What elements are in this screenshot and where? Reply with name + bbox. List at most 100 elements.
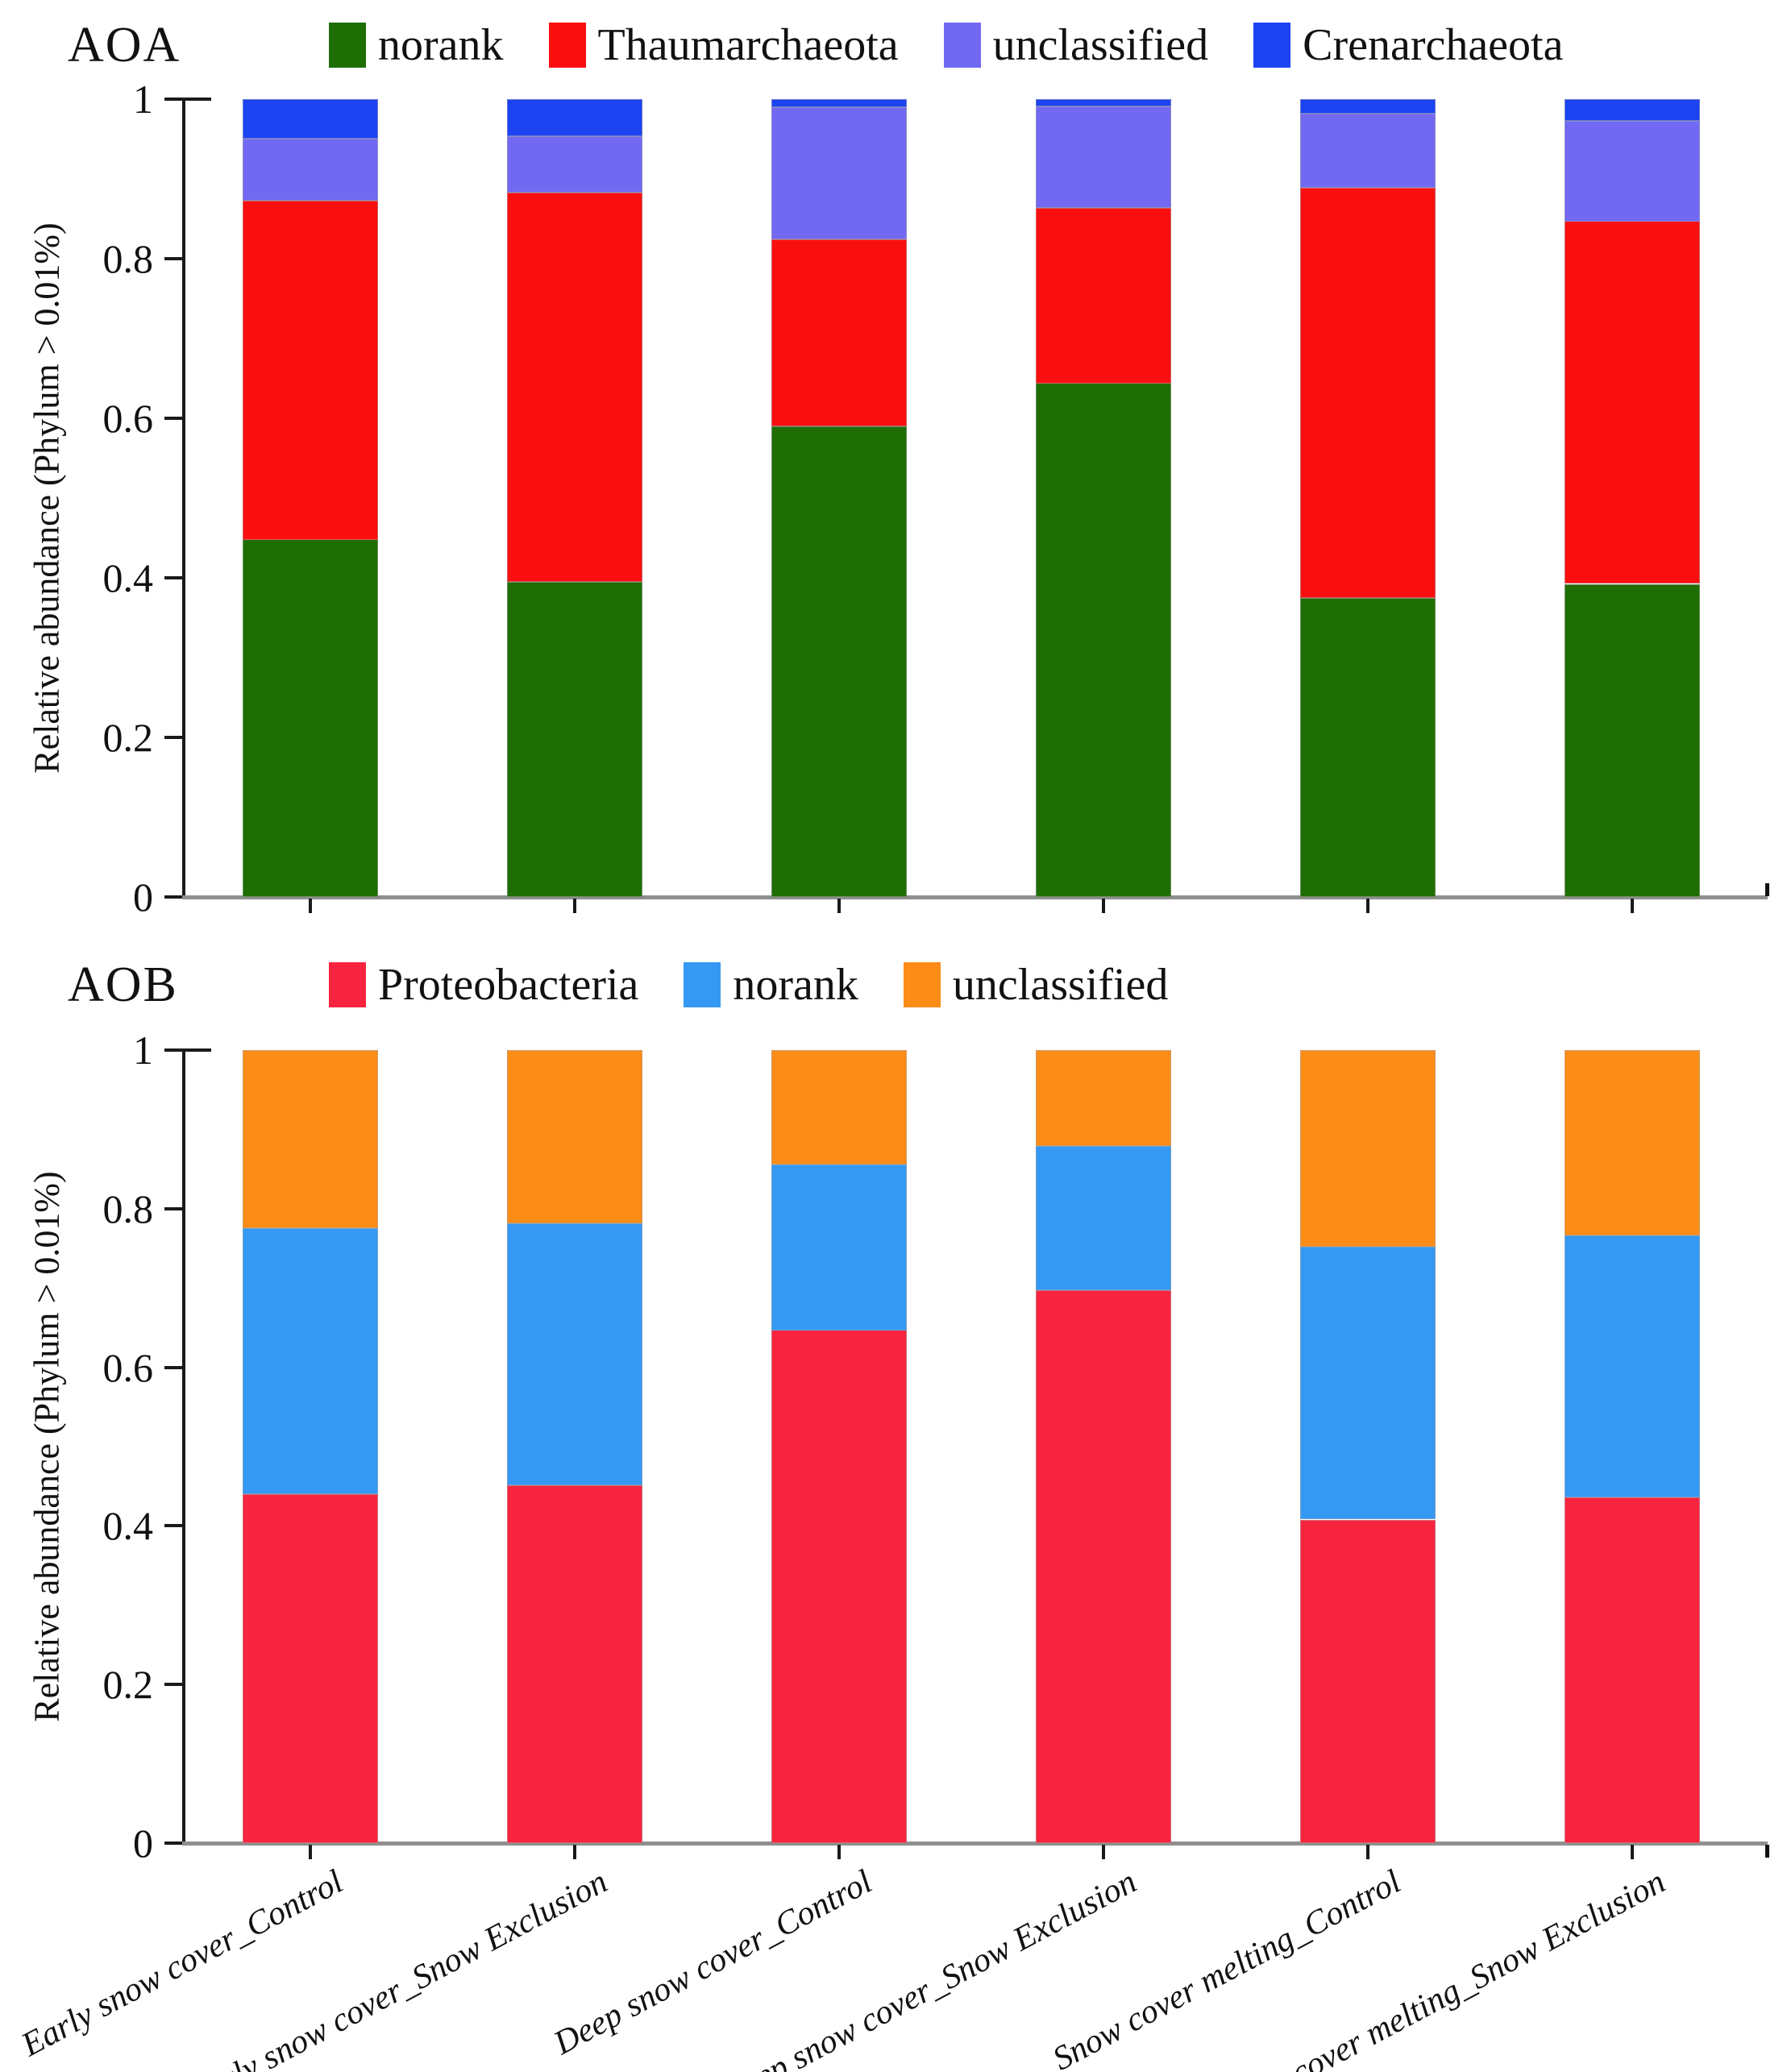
aob-y-tick-label: 0.6 [102, 1345, 154, 1390]
aoa-y-tick-label: 1 [133, 77, 153, 122]
aob-y-tick [164, 1207, 182, 1210]
aob-y-tick [164, 1683, 182, 1686]
y-axis-title-aob: Relative abundance (Phylum > 0.01%) [27, 1171, 67, 1722]
bar-segment-Proteobacteria [1565, 1497, 1700, 1843]
legend-aob: Proteobacteria norank unclassified [329, 951, 1168, 1019]
bar-segment-norank [1565, 584, 1700, 897]
aoa-y-axis-line [182, 98, 185, 899]
aob-y-axis-line [182, 1048, 185, 1845]
x-category-label: Early snow cover_Snow Exclusion [181, 1862, 614, 2072]
panel-label-aoa: AOA [68, 18, 181, 73]
aoa-x-tick [309, 899, 312, 913]
bar-segment-Crenarchaeota [771, 99, 907, 107]
aoa-y-axis-hook [185, 98, 211, 101]
bar-segment-unclassified [771, 107, 907, 239]
x-category-label: Snow cover melting_Snow Exclusion [1212, 1862, 1672, 2072]
bar-segment-unclassified [1565, 121, 1700, 222]
legend-swatch-icon [329, 962, 366, 1007]
aoa-y-tick-label: 0.4 [102, 555, 154, 600]
legend-item-norank: norank [329, 19, 504, 71]
legend-aoa: norank Thaumarchaeota unclassified Crenarch… [329, 11, 1563, 79]
aob-y-tick [164, 1366, 182, 1369]
aob-x-tick [1631, 1845, 1634, 1859]
bar-segment-Thaumarchaeota [1300, 188, 1436, 598]
aoa-y-tick [164, 736, 182, 739]
aob-x-baseline [182, 1842, 1768, 1846]
y-axis-title-aoa: Relative abundance (Phylum > 0.01%) [27, 222, 67, 774]
aoa-axis-end-tick [1765, 883, 1769, 896]
aob-y-tick [164, 1048, 182, 1052]
aob-axis-end-tick [1765, 1845, 1769, 1858]
bar-segment-norank [243, 539, 378, 897]
legend-swatch-icon [548, 23, 586, 68]
bar-segment-Proteobacteria [1300, 1520, 1436, 1843]
aob-x-tick [309, 1845, 312, 1859]
aoa-y-tick [164, 417, 182, 420]
bar-segment-unclassified [1300, 114, 1436, 188]
bar-segment-Thaumarchaeota [1565, 221, 1700, 583]
bar-segment-Proteobacteria [771, 1330, 907, 1843]
bar-segment-unclassified [1036, 106, 1171, 208]
legend-label: norank [378, 20, 504, 70]
legend-item-unclassified: unclassified [903, 959, 1169, 1011]
aoa-y-tick-label: 0.8 [102, 236, 154, 281]
aob-x-tick [837, 1845, 841, 1859]
panel-label-aob: AOB [68, 957, 178, 1012]
bar-segment-norank [1036, 383, 1171, 897]
bar-segment-Crenarchaeota [1565, 99, 1700, 121]
legend-swatch-icon [943, 23, 981, 68]
bar-segment-norank [771, 1165, 907, 1331]
legend-swatch-icon [1253, 23, 1291, 68]
bar-segment-norank [507, 1223, 642, 1485]
aoa-x-tick [1366, 899, 1369, 913]
aob-y-tick-label: 1 [133, 1028, 153, 1073]
legend-label: Crenarchaeota [1303, 20, 1564, 70]
aoa-x-tick [1102, 899, 1105, 913]
aob-x-tick [573, 1845, 576, 1859]
legend-item-Crenarchaeota: Crenarchaeota [1253, 19, 1563, 71]
bar-segment-unclassified [507, 136, 642, 193]
bar-segment-norank [1300, 1247, 1436, 1519]
bar-segment-unclassified [1036, 1050, 1171, 1146]
bar-segment-norank [1036, 1146, 1171, 1290]
aob-y-tick [164, 1524, 182, 1527]
bar-segment-Thaumarchaeota [507, 193, 642, 582]
bar-segment-unclassified [771, 1050, 907, 1165]
aob-x-tick [1366, 1845, 1369, 1859]
bar-segment-Proteobacteria [507, 1485, 642, 1843]
aob-y-tick-label: 0.8 [102, 1186, 154, 1231]
legend-label: unclassified [992, 20, 1209, 70]
bar-segment-Crenarchaeota [507, 99, 642, 136]
aoa-x-baseline [182, 895, 1768, 899]
legend-label: unclassified [952, 960, 1169, 1010]
aoa-y-tick [164, 98, 182, 101]
aoa-y-tick-label: 0.6 [102, 396, 154, 441]
bar-segment-norank [771, 426, 907, 897]
legend-label: Thaumarchaeota [597, 20, 899, 70]
bar-segment-Thaumarchaeota [771, 239, 907, 426]
bar-segment-norank [243, 1228, 378, 1494]
bar-segment-norank [1565, 1235, 1700, 1497]
bar-segment-Thaumarchaeota [1036, 208, 1171, 384]
aob-y-tick [164, 1842, 182, 1845]
bar-segment-norank [1300, 598, 1436, 897]
aoa-y-tick-label: 0 [133, 874, 153, 920]
legend-swatch-icon [903, 962, 941, 1007]
aoa-x-tick [573, 899, 576, 913]
aob-y-tick-label: 0 [133, 1821, 153, 1866]
legend-item-norank: norank [684, 959, 858, 1011]
aob-y-tick-label: 0.4 [102, 1503, 154, 1548]
aob-y-tick-label: 0.2 [102, 1662, 154, 1707]
bar-segment-Proteobacteria [1036, 1290, 1171, 1843]
bar-segment-unclassified [507, 1050, 642, 1223]
bar-segment-Thaumarchaeota [243, 201, 378, 540]
aoa-y-tick [164, 576, 182, 579]
legend-label: Proteobacteria [378, 960, 639, 1010]
aob-y-axis-hook [185, 1048, 211, 1052]
bar-segment-unclassified [243, 139, 378, 201]
aoa-y-tick [164, 895, 182, 899]
aob-x-tick [1102, 1845, 1105, 1859]
legend-item-unclassified: unclassified [943, 19, 1209, 71]
aoa-x-tick [1631, 899, 1634, 913]
